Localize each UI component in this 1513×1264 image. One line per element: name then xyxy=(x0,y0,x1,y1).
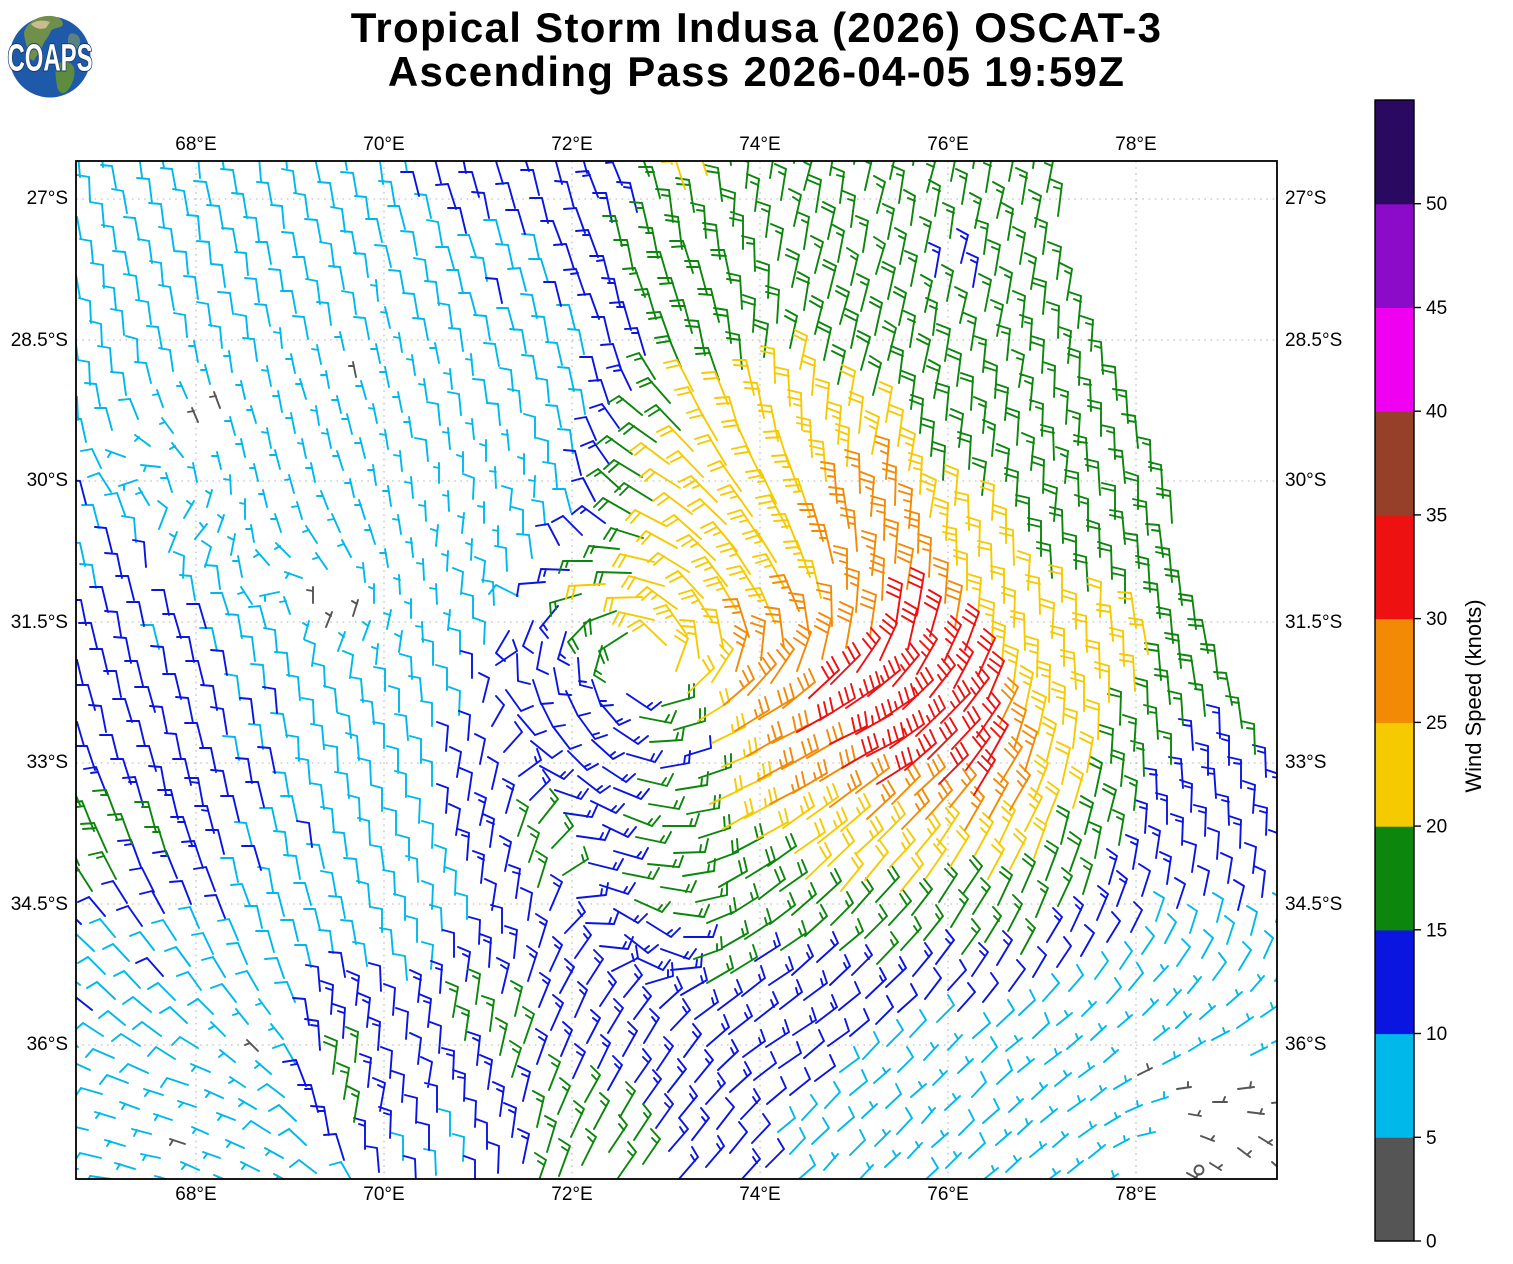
svg-text:28.5°S: 28.5°S xyxy=(1285,330,1342,351)
svg-text:35: 35 xyxy=(1426,505,1447,526)
svg-text:72°E: 72°E xyxy=(551,1184,592,1205)
svg-text:40: 40 xyxy=(1426,402,1447,423)
svg-text:30: 30 xyxy=(1426,609,1447,630)
svg-text:0: 0 xyxy=(1426,1232,1437,1253)
svg-text:34.5°S: 34.5°S xyxy=(1285,894,1342,915)
svg-text:30°S: 30°S xyxy=(1285,470,1326,491)
svg-text:30°S: 30°S xyxy=(27,470,68,491)
svg-text:74°E: 74°E xyxy=(739,1184,780,1205)
svg-text:50: 50 xyxy=(1426,194,1447,215)
svg-text:36°S: 36°S xyxy=(1285,1034,1326,1055)
svg-text:33°S: 33°S xyxy=(27,752,68,773)
svg-text:33°S: 33°S xyxy=(1285,752,1326,773)
svg-text:68°E: 68°E xyxy=(175,134,216,155)
svg-text:34.5°S: 34.5°S xyxy=(11,894,68,915)
svg-text:36°S: 36°S xyxy=(27,1034,68,1055)
svg-text:70°E: 70°E xyxy=(363,134,404,155)
svg-text:76°E: 76°E xyxy=(927,134,968,155)
svg-text:27°S: 27°S xyxy=(1285,188,1326,209)
svg-text:31.5°S: 31.5°S xyxy=(11,612,68,633)
svg-text:5: 5 xyxy=(1426,1128,1437,1149)
svg-text:74°E: 74°E xyxy=(739,134,780,155)
svg-text:25: 25 xyxy=(1426,713,1447,734)
svg-text:68°E: 68°E xyxy=(175,1184,216,1205)
svg-text:20: 20 xyxy=(1426,817,1447,838)
svg-text:72°E: 72°E xyxy=(551,134,592,155)
svg-text:78°E: 78°E xyxy=(1115,1184,1156,1205)
svg-text:76°E: 76°E xyxy=(927,1184,968,1205)
svg-text:45: 45 xyxy=(1426,298,1447,319)
svg-text:28.5°S: 28.5°S xyxy=(11,330,68,351)
svg-text:10: 10 xyxy=(1426,1024,1447,1045)
svg-text:78°E: 78°E xyxy=(1115,134,1156,155)
svg-text:Wind Speed (knots): Wind Speed (knots) xyxy=(1461,599,1486,792)
svg-text:27°S: 27°S xyxy=(27,188,68,209)
svg-text:70°E: 70°E xyxy=(363,1184,404,1205)
svg-text:31.5°S: 31.5°S xyxy=(1285,612,1342,633)
svg-text:15: 15 xyxy=(1426,920,1447,941)
svg-text:COAPS: COAPS xyxy=(7,36,92,79)
